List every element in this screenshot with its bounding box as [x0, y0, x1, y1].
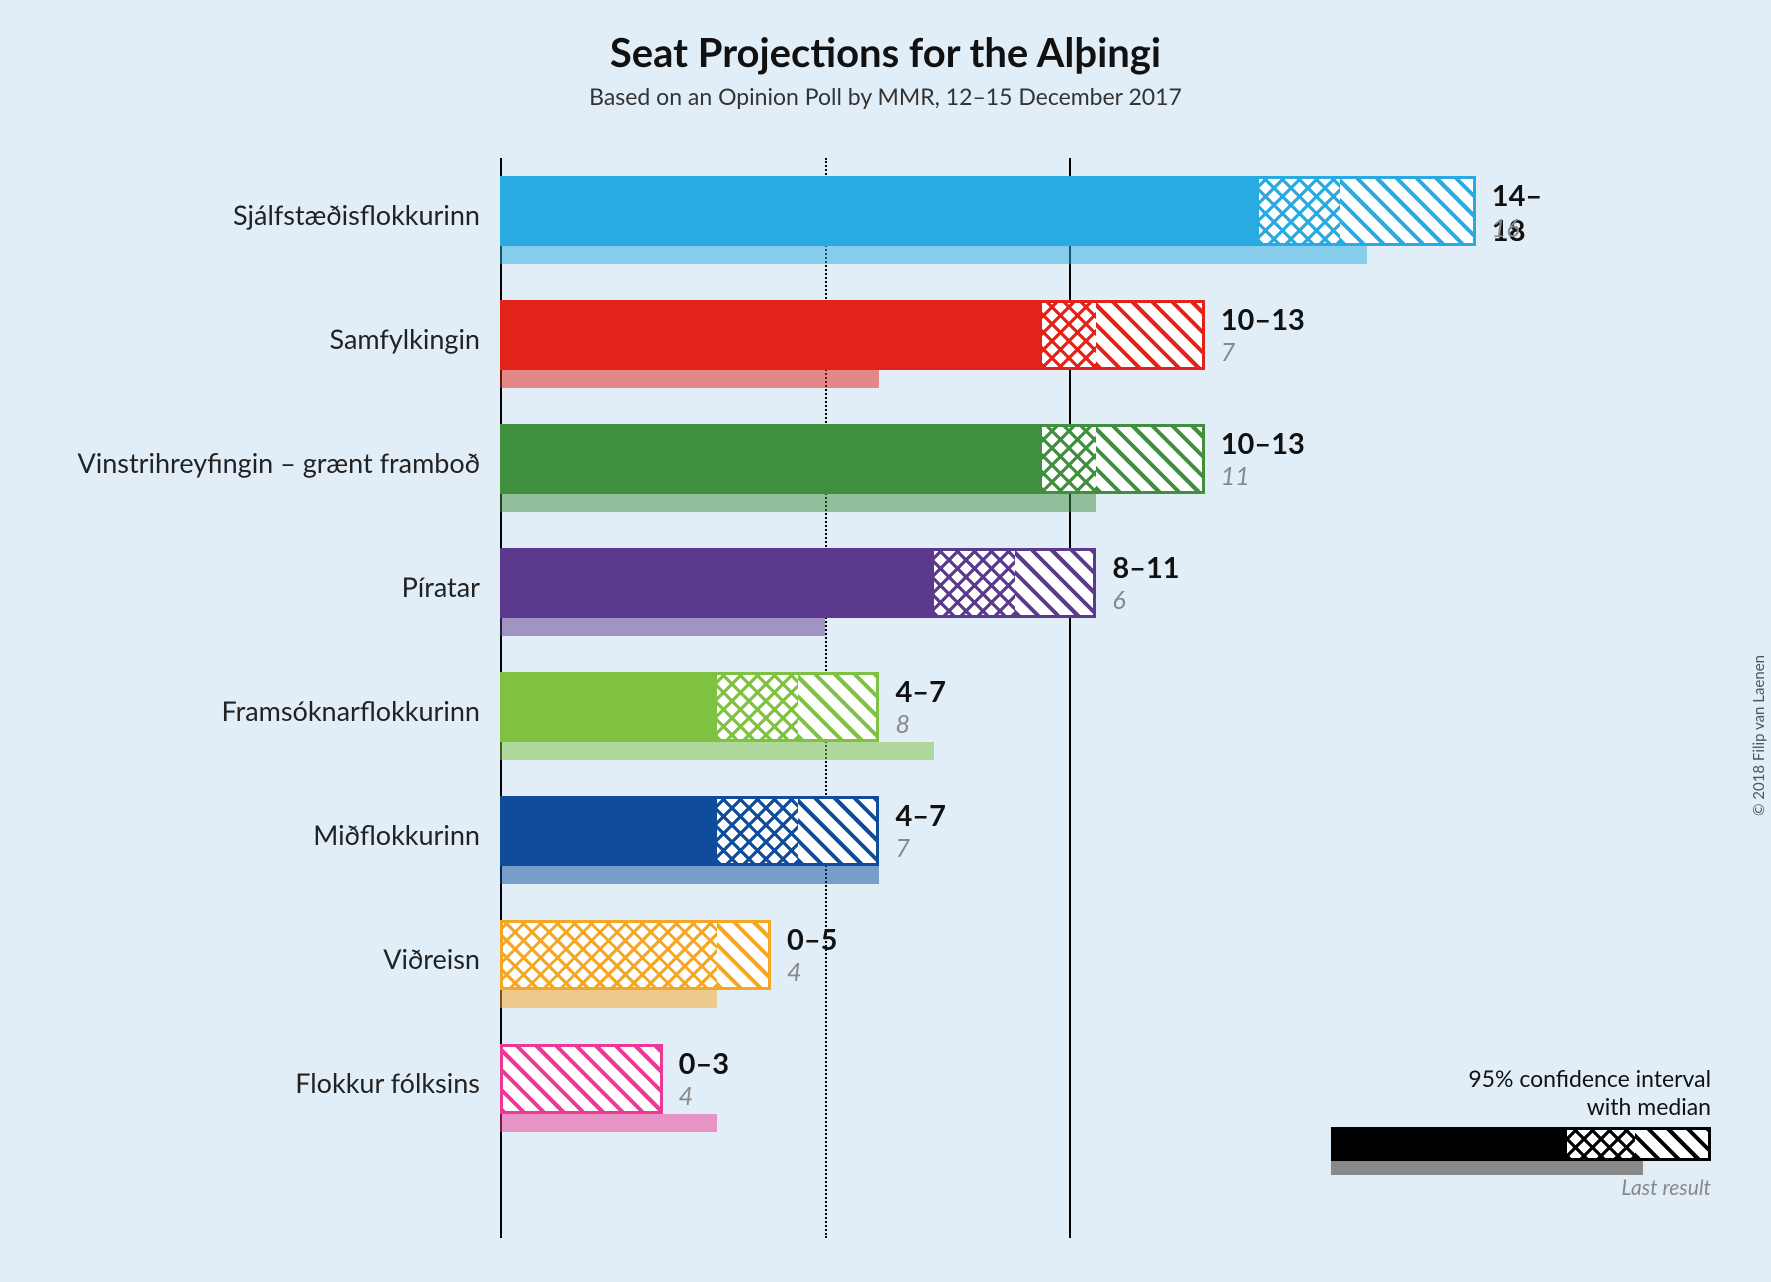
last-result-label: 7 — [895, 833, 910, 863]
ci-bar-diagonal — [1096, 300, 1204, 370]
legend-solid — [1331, 1127, 1567, 1161]
copyright: © 2018 Filip van Laenen — [1750, 655, 1768, 816]
last-result-bar — [500, 990, 717, 1008]
last-result-label: 8 — [895, 709, 910, 739]
chart-subtitle: Based on an Opinion Poll by MMR, 12–15 D… — [0, 82, 1771, 110]
ci-bar-solid — [500, 548, 934, 618]
last-result-bar — [500, 1114, 717, 1132]
ci-bar-diagonal — [798, 672, 879, 742]
range-label: 4–7 — [895, 798, 945, 833]
range-label: 4–7 — [895, 674, 945, 709]
last-result-bar — [500, 494, 1096, 512]
party-row: Framsóknarflokkurinn4–78 — [500, 664, 1530, 788]
chart-title: Seat Projections for the Alþingi — [0, 28, 1771, 76]
last-result-bar — [500, 618, 825, 636]
range-label: 10–13 — [1221, 426, 1305, 461]
legend-bars: Last result — [1331, 1127, 1711, 1182]
party-label: Flokkur fólksins — [10, 1066, 480, 1099]
party-label: Vinstrihreyfingin – grænt framboð — [10, 446, 480, 479]
party-row: Miðflokkurinn4–77 — [500, 788, 1530, 912]
legend-last-bar — [1331, 1161, 1643, 1175]
range-label: 0–3 — [679, 1046, 729, 1081]
party-label: Píratar — [10, 570, 480, 603]
legend-last-label: Last result — [1621, 1175, 1711, 1200]
party-label: Samfylkingin — [10, 322, 480, 355]
ci-bar-solid — [500, 796, 717, 866]
last-result-bar — [500, 370, 879, 388]
last-result-bar — [500, 742, 934, 760]
ci-bar-crosshatch — [1259, 176, 1340, 246]
ci-bar-crosshatch — [500, 920, 717, 990]
last-result-label: 11 — [1221, 461, 1250, 491]
party-row: Vinstrihreyfingin – grænt framboð10–1311 — [500, 416, 1530, 540]
party-label: Miðflokkurinn — [10, 818, 480, 851]
last-result-label: 6 — [1112, 585, 1125, 615]
last-result-label: 7 — [1221, 337, 1236, 367]
ci-bar-crosshatch — [1042, 424, 1096, 494]
party-row: Viðreisn0–54 — [500, 912, 1530, 1036]
range-label: 10–13 — [1221, 302, 1305, 337]
ci-bar-solid — [500, 672, 717, 742]
party-row: Samfylkingin10–137 — [500, 292, 1530, 416]
ci-bar-solid — [500, 176, 1259, 246]
ci-bar-solid — [500, 300, 1042, 370]
legend: 95% confidence intervalwith median Last … — [1331, 1064, 1711, 1183]
ci-bar-diagonal — [500, 1044, 663, 1114]
range-label: 8–11 — [1112, 550, 1179, 585]
last-result-label: 16 — [1492, 213, 1520, 243]
ci-bar-crosshatch — [717, 672, 798, 742]
party-row: Sjálfstæðisflokkurinn14–1816 — [500, 168, 1530, 292]
party-label: Sjálfstæðisflokkurinn — [10, 198, 480, 231]
last-result-label: 4 — [679, 1081, 694, 1111]
ci-bar-diagonal — [717, 920, 771, 990]
legend-ci-label: 95% confidence intervalwith median — [1331, 1064, 1711, 1122]
ci-bar-diagonal — [1340, 176, 1476, 246]
legend-crosshatch — [1567, 1127, 1635, 1161]
ci-bar-crosshatch — [717, 796, 798, 866]
ci-bar-diagonal — [1096, 424, 1204, 494]
last-result-bar — [500, 866, 879, 884]
last-result-label: 4 — [787, 957, 802, 987]
ci-bar-crosshatch — [1042, 300, 1096, 370]
last-result-bar — [500, 246, 1367, 264]
ci-bar-diagonal — [798, 796, 879, 866]
ci-bar-diagonal — [1015, 548, 1096, 618]
party-row: Píratar8–116 — [500, 540, 1530, 664]
legend-diagonal — [1635, 1127, 1711, 1161]
ci-bar-solid — [500, 424, 1042, 494]
range-label: 0–5 — [787, 922, 837, 957]
party-label: Framsóknarflokkurinn — [10, 694, 480, 727]
ci-bar-crosshatch — [934, 548, 1015, 618]
chart-area: Sjálfstæðisflokkurinn14–1816Samfylkingin… — [0, 158, 1771, 1242]
party-label: Viðreisn — [10, 942, 480, 975]
